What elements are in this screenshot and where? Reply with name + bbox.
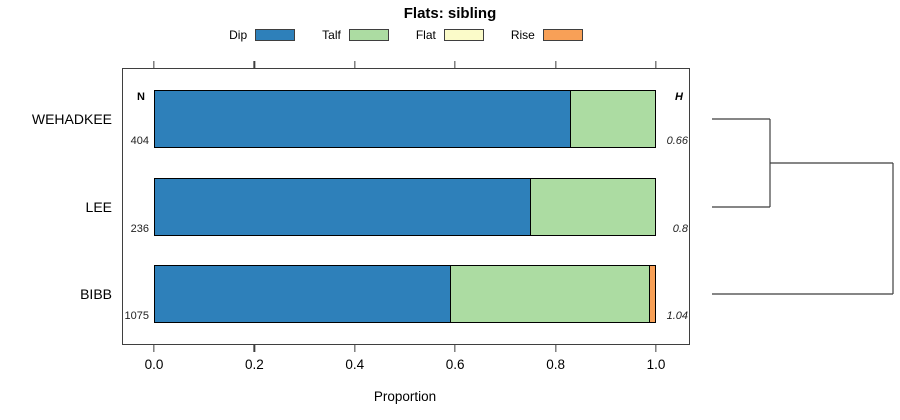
legend: Dip Talf Flat Rise <box>122 27 690 43</box>
bar-segment-dip <box>155 266 450 322</box>
legend-swatch <box>348 29 389 41</box>
x-tick <box>253 61 256 68</box>
bar-row-wehadkee <box>154 90 656 148</box>
h-column-header: H <box>675 91 683 103</box>
legend-entry-dip: Dip <box>229 28 296 42</box>
x-tick <box>554 61 557 68</box>
x-tick <box>454 345 456 352</box>
bar-segment-talf <box>530 179 655 235</box>
legend-label: Flat <box>415 28 436 42</box>
x-tick <box>655 345 657 352</box>
h-value-wehadkee: 0.66 <box>666 135 688 147</box>
x-tick <box>253 345 256 352</box>
n-value-bibb: 1075 <box>124 310 149 322</box>
x-tick-label: 0.8 <box>546 357 565 372</box>
plot-area: Proportion 0.0 0.2 0.4 0.6 0.8 1.0 <box>145 61 665 404</box>
x-axis-title: Proportion <box>373 389 437 404</box>
x-tick-label: 0.0 <box>144 357 164 372</box>
legend-swatch <box>542 29 583 41</box>
category-label-bibb: BIBB <box>80 286 112 302</box>
n-value-lee: 236 <box>130 223 149 235</box>
bar-row-lee <box>154 178 656 236</box>
x-tick <box>655 61 657 68</box>
chart-title: Flats: sibling <box>403 5 497 22</box>
legend-label: Rise <box>510 28 535 42</box>
h-value-lee: 0.8 <box>672 223 688 235</box>
x-tick <box>454 61 456 68</box>
bar-segment-talf <box>450 266 649 322</box>
x-tick <box>354 61 356 68</box>
x-tick-label: 0.4 <box>345 357 365 372</box>
x-tick <box>153 345 155 352</box>
x-tick-label: 0.6 <box>445 357 465 372</box>
plot-frame <box>122 68 690 345</box>
h-value-bibb: 1.04 <box>666 310 688 322</box>
legend-swatch <box>443 29 484 41</box>
category-label-lee: LEE <box>85 199 112 215</box>
legend-entry-talf: Talf <box>322 28 389 42</box>
x-tick-label: 0.2 <box>245 357 264 372</box>
bar-segment-dip <box>155 91 570 147</box>
bar-segment-rise <box>648 266 655 322</box>
x-tick-label: 1.0 <box>646 357 666 372</box>
legend-swatch <box>255 29 296 41</box>
n-column-header: N <box>137 91 145 103</box>
legend-entry-flat: Flat <box>416 28 484 42</box>
n-value-wehadkee: 404 <box>130 135 149 147</box>
x-tick <box>153 61 155 68</box>
category-label-wehadkee: WEHADKEE <box>31 111 112 127</box>
legend-entry-rise: Rise <box>511 28 583 42</box>
x-tick <box>354 345 356 352</box>
legend-label: Dip <box>229 28 248 42</box>
bar-row-bibb <box>154 265 656 323</box>
bar-segment-talf <box>570 91 655 147</box>
bar-segment-dip <box>155 179 530 235</box>
x-tick <box>554 345 557 352</box>
legend-label: Talf <box>322 28 341 42</box>
